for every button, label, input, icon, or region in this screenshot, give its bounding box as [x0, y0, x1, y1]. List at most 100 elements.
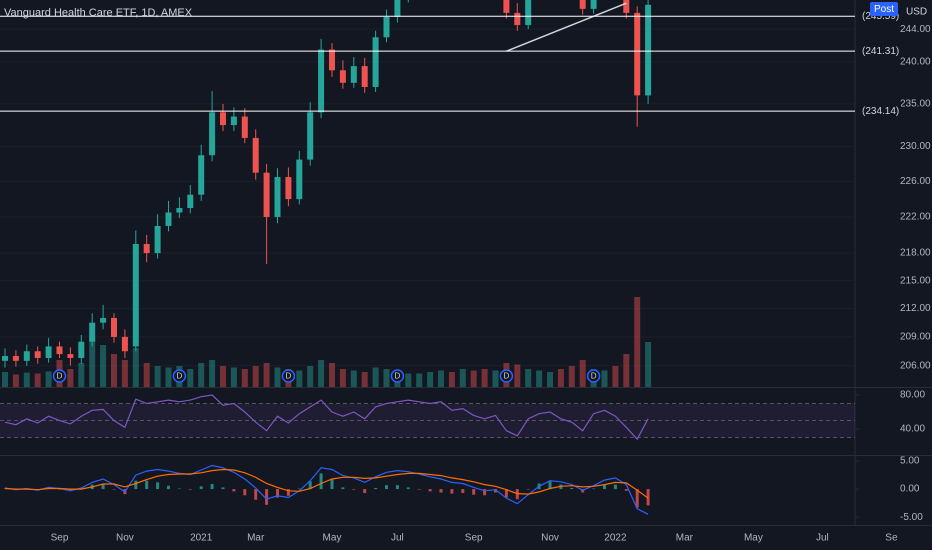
- candle-body: [176, 208, 183, 213]
- volume-bar: [568, 366, 575, 387]
- y-tick-label: 209.00: [900, 332, 931, 343]
- candle-body: [634, 12, 641, 96]
- volume-bar: [132, 348, 139, 387]
- candle-body: [623, 0, 630, 13]
- volume-bar: [623, 354, 630, 387]
- volume-bar: [89, 336, 96, 387]
- dividend-circle: [390, 369, 405, 383]
- macd-histogram-bar: [483, 489, 487, 496]
- macd-histogram-bar: [341, 487, 345, 490]
- dividend-marker: D: [499, 369, 514, 383]
- volume-bar: [427, 372, 434, 387]
- candle-body: [220, 112, 226, 126]
- macd-histogram-bar: [461, 489, 465, 494]
- candle-body: [394, 0, 401, 17]
- candle-body: [45, 346, 52, 358]
- volume-bar: [154, 366, 161, 387]
- level-label: (241.31): [862, 46, 899, 57]
- macd-histogram-bar: [570, 487, 574, 490]
- x-tick-label: Nov: [541, 533, 559, 544]
- volume-bar: [67, 369, 74, 387]
- volume-bar: [383, 369, 390, 387]
- candle-body: [34, 351, 41, 358]
- overlay: 206.00 209.00 212.00 215.00 218.00 222.00 226.…: [0, 2, 931, 383]
- session-badge: Post: [874, 4, 894, 15]
- macd-histogram-bar: [450, 489, 454, 494]
- x-tick-label: May: [744, 533, 763, 544]
- y-tick-label: 215.00: [900, 275, 931, 286]
- macd-histogram-bar: [526, 489, 530, 490]
- macd-histogram-bar: [265, 489, 269, 505]
- macd-histogram-bar: [199, 486, 203, 490]
- volume-bar: [459, 369, 466, 387]
- level-label-bg: [857, 104, 901, 119]
- macd-histogram-bar: [417, 489, 421, 490]
- y-tick-label: 212.00: [900, 303, 931, 314]
- volume-bar: [100, 345, 107, 387]
- macd-histogram-bar: [210, 484, 214, 490]
- session-badge-bg: [870, 2, 898, 16]
- dividend-label: D: [395, 372, 401, 381]
- macd-histogram-bar: [286, 489, 290, 496]
- dividend-circle: [172, 369, 187, 383]
- y-tick-label: 230.00: [900, 141, 931, 152]
- macd-histogram-bar: [308, 481, 312, 490]
- dividend-marker: D: [586, 369, 601, 383]
- candle-body: [263, 172, 270, 217]
- macd-histogram-bar: [297, 488, 301, 490]
- signal-line: [4, 468, 649, 499]
- volume-bar: [329, 363, 335, 387]
- macd-histogram-bar: [134, 480, 138, 490]
- candle-body: [383, 16, 390, 38]
- candle-body: [89, 322, 96, 342]
- volume-bar: [252, 366, 259, 387]
- x-tick-label: Mar: [247, 533, 265, 544]
- candle-body: [252, 137, 259, 173]
- macd-histogram-bar: [243, 489, 247, 496]
- x-tick-label: Jul: [391, 533, 404, 544]
- volume-bar: [78, 363, 85, 387]
- y-tick-label: 0.00: [900, 484, 920, 495]
- candle-body: [165, 212, 172, 226]
- y-tick-label: 222.00: [900, 212, 931, 223]
- volume-bar: [547, 372, 553, 387]
- y-tick-label: 235.00: [900, 98, 931, 109]
- macd-histogram-bar: [330, 479, 334, 490]
- candle-body: [285, 177, 292, 200]
- y-tick-label: 40.00: [900, 424, 925, 435]
- volume-bar: [12, 374, 19, 387]
- candle-body: [274, 177, 281, 217]
- candle-body: [350, 66, 357, 83]
- volume-bar: [416, 373, 423, 387]
- candle-body: [307, 112, 314, 160]
- candle-body: [296, 159, 303, 200]
- macd-histogram-bar: [177, 488, 181, 490]
- level-label: (245.59): [862, 11, 899, 22]
- main-pane: [2, 0, 652, 387]
- y-tick-label: 240.00: [900, 57, 931, 68]
- candle-body: [198, 155, 205, 195]
- candle-body: [121, 336, 128, 352]
- macd-histogram-bar: [428, 489, 432, 492]
- candle-body: [579, 0, 586, 9]
- volume-bar: [198, 363, 205, 387]
- candle-body: [56, 346, 63, 355]
- x-tick-label: Jul: [816, 533, 829, 544]
- volume-bar: [372, 367, 379, 387]
- volume-bar: [318, 360, 325, 387]
- volume-bar: [601, 370, 608, 387]
- dividend-marker: D: [281, 369, 296, 383]
- candle-body: [503, 0, 510, 13]
- dividend-circle: [499, 369, 514, 383]
- dividend-label: D: [57, 372, 63, 381]
- x-tick-label: Sep: [51, 533, 69, 544]
- candle-body: [111, 317, 117, 337]
- level-label: (234.14): [862, 106, 899, 117]
- candle-body: [209, 112, 216, 156]
- macd-histogram-bar: [58, 489, 61, 490]
- macd-histogram-bar: [276, 489, 279, 498]
- macd-histogram-bar: [504, 489, 508, 498]
- candle-body: [154, 225, 161, 254]
- macd-histogram-bar: [439, 489, 443, 493]
- volume-bar: [557, 369, 564, 387]
